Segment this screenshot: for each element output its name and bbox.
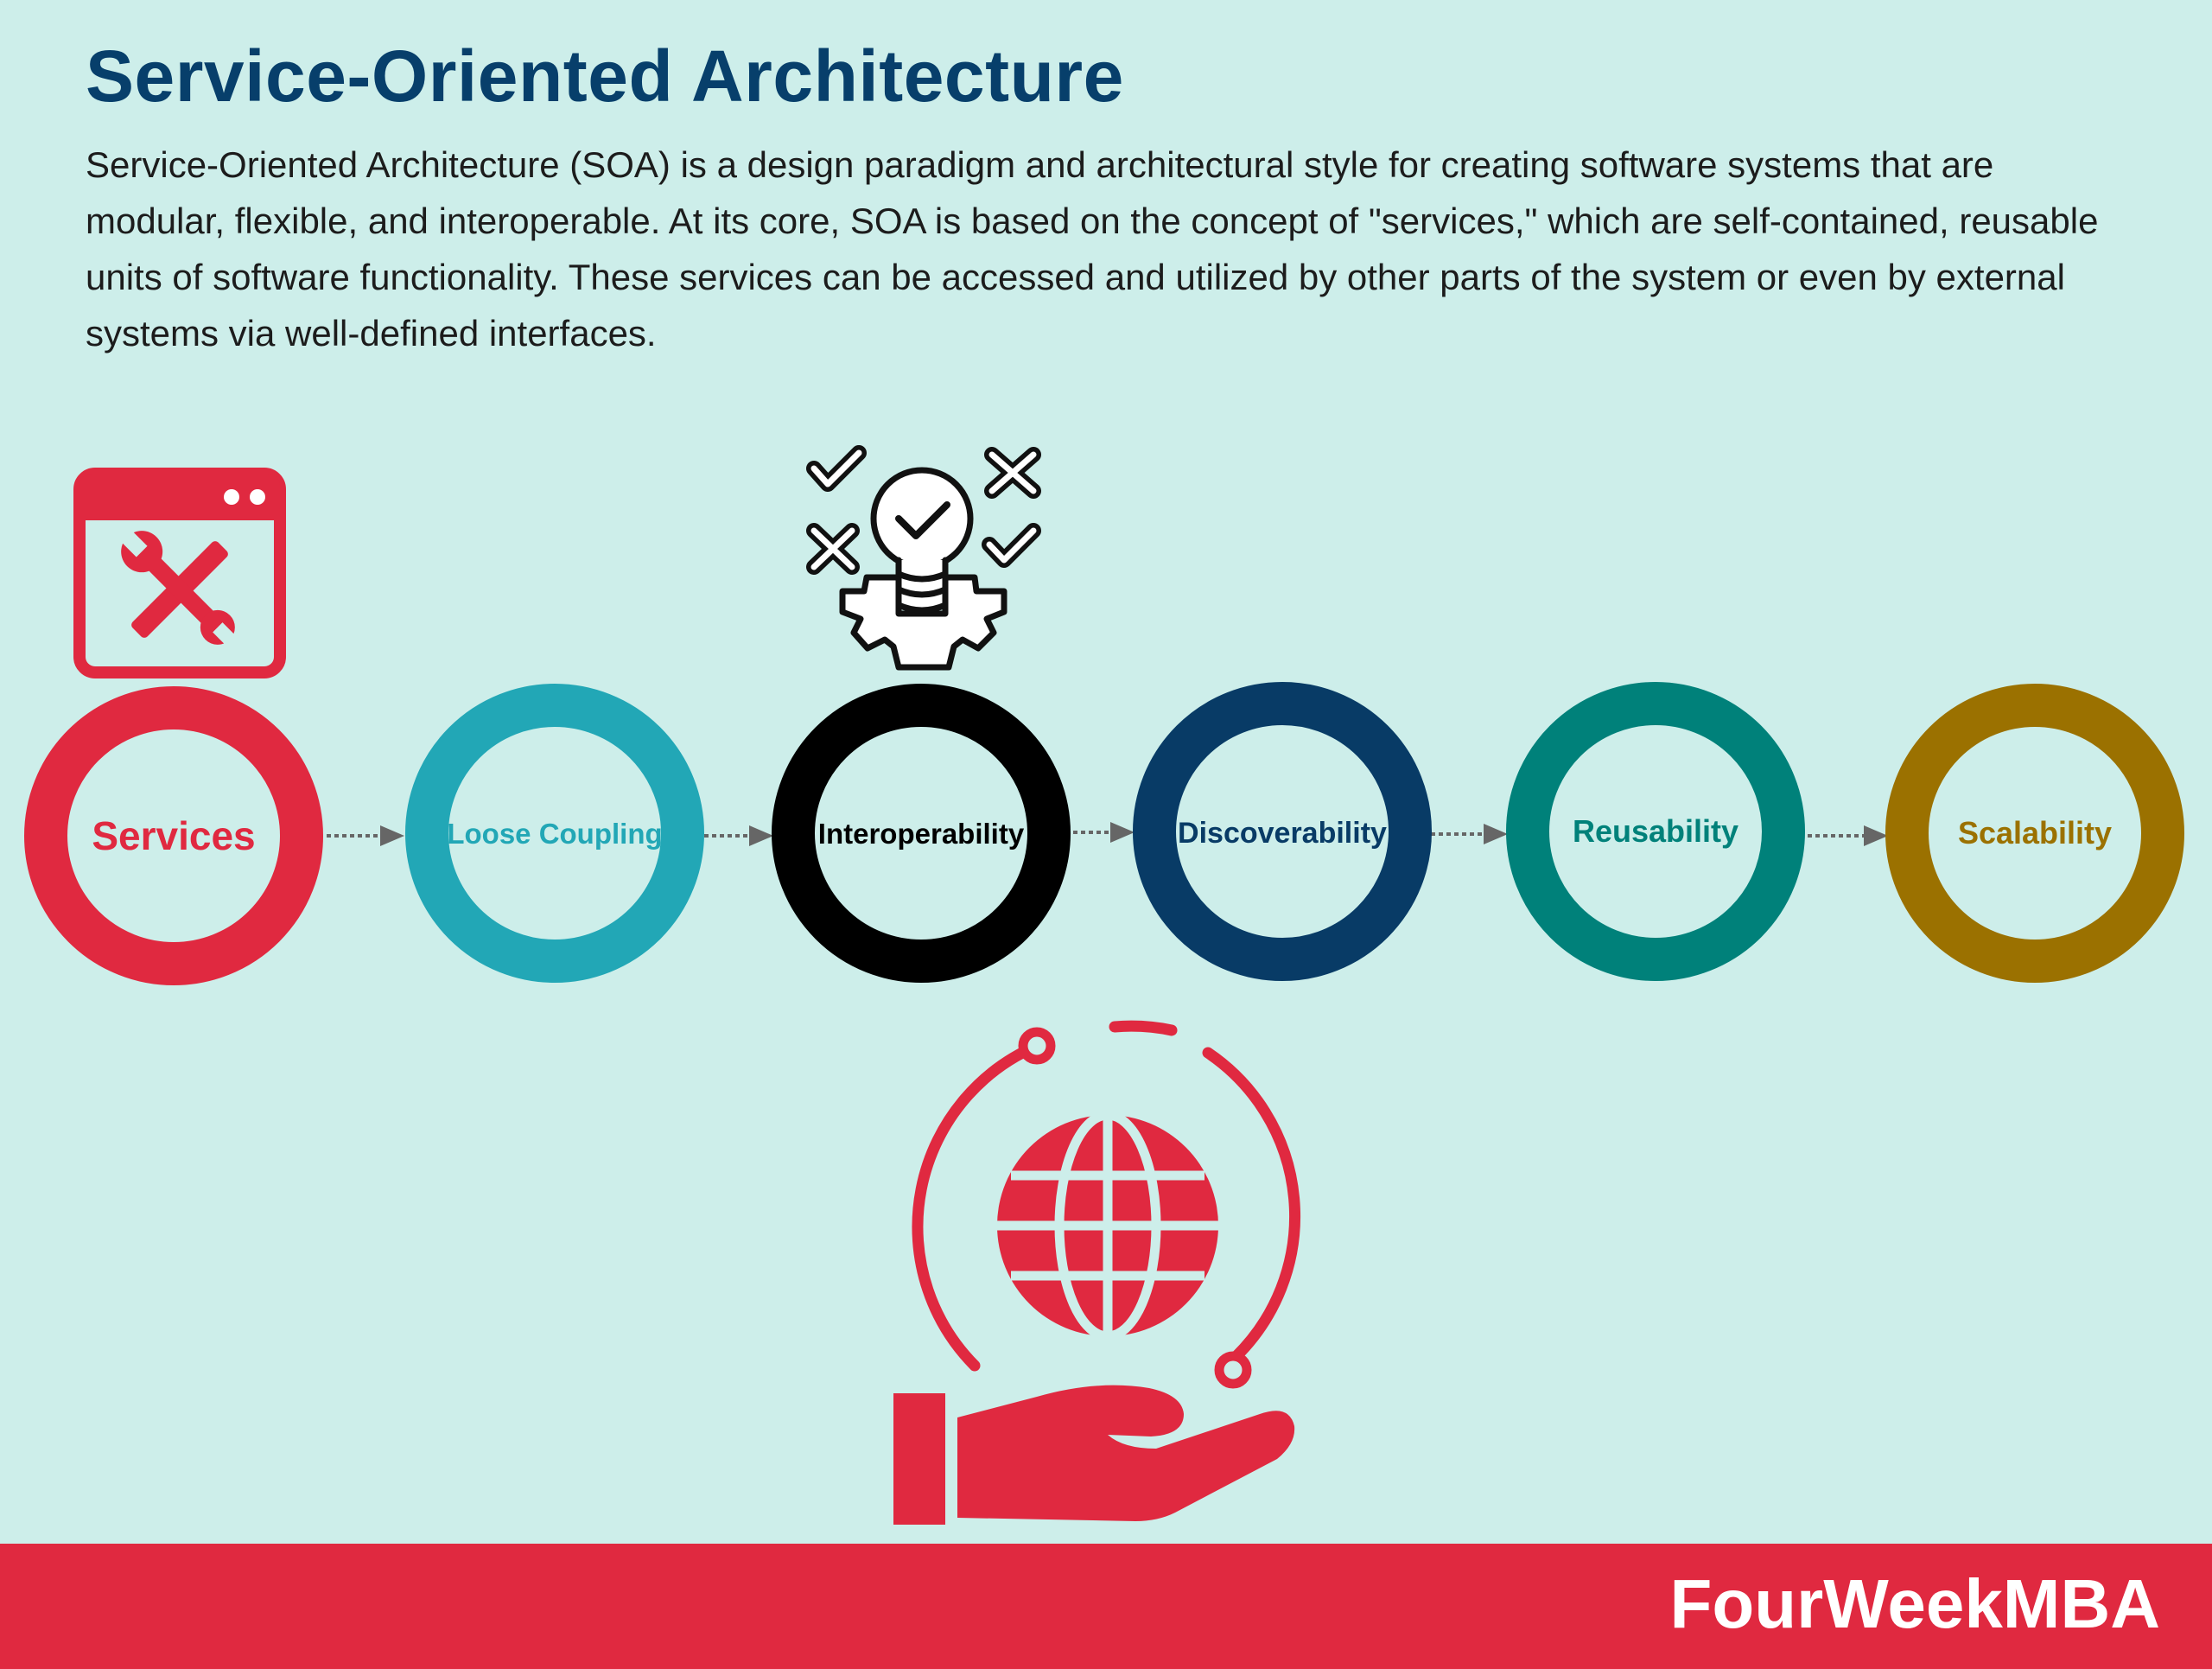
node-discoverability: Discoverability — [1133, 682, 1432, 981]
node-services: Services — [24, 686, 323, 985]
arrow-2 — [704, 825, 773, 846]
node-ring — [772, 684, 1071, 983]
node-ring — [1885, 684, 2184, 983]
node-loose-coupling: Loose Coupling — [405, 684, 704, 983]
arrow-5 — [1808, 825, 1888, 846]
node-label: Scalability — [1958, 815, 2112, 850]
node-label: Interoperability — [818, 818, 1025, 850]
lightbulb-gear-checks-icon — [806, 445, 1041, 671]
node-label: Loose Coupling — [447, 818, 662, 850]
node-scalability: Scalability — [1885, 684, 2184, 983]
arrow-4 — [1431, 824, 1508, 844]
node-label: Services — [92, 813, 255, 858]
node-label: Discoverability — [1178, 817, 1387, 850]
node-reusability: Reusability — [1506, 682, 1805, 981]
node-ring — [1133, 682, 1432, 981]
page-title: Service-Oriented Architecture — [86, 35, 1124, 117]
node-label: Reusability — [1573, 813, 1738, 849]
soa-diagram: Services Loose Coupling Interoperability… — [24, 445, 2184, 1525]
description: Service-Oriented Architecture (SOA) is a… — [86, 144, 2099, 354]
node-interoperability: Interoperability — [772, 684, 1071, 983]
brand-logo: FourWeekMBA — [1669, 1565, 2160, 1642]
flow-arrows — [327, 822, 1888, 846]
arrow-1 — [327, 825, 404, 846]
arrow-3 — [1073, 822, 1135, 843]
node-ring — [405, 684, 704, 983]
browser-tools-icon — [73, 468, 286, 678]
globe-in-hand-icon — [893, 1020, 1301, 1525]
node-ring — [24, 686, 323, 985]
node-ring — [1506, 682, 1805, 981]
footer-bar: FourWeekMBA — [0, 1544, 2212, 1669]
